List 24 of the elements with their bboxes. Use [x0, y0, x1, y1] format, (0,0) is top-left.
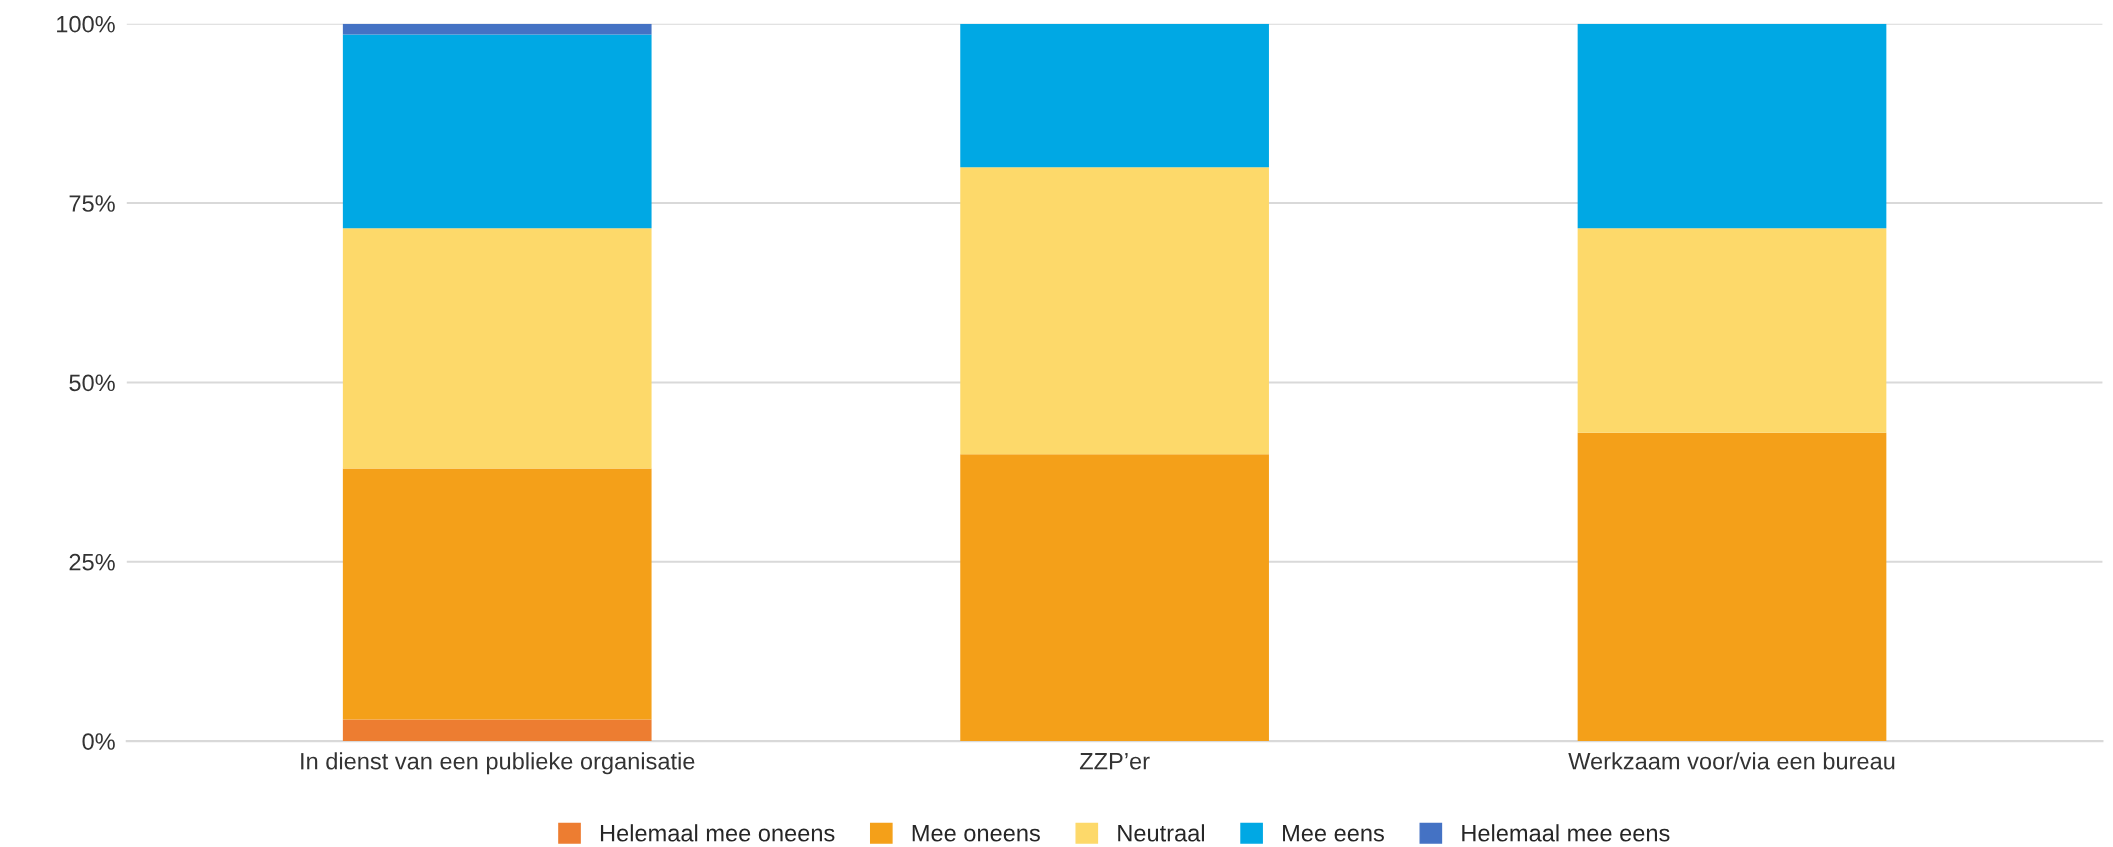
bar — [960, 454, 1269, 742]
legend-label: Helemaal mee oneens — [600, 824, 835, 842]
y-tick-label: 0% — [82, 733, 115, 750]
y-tick-label: 25% — [69, 553, 115, 571]
x-tick-label: Werkzaam voor/via een bureau — [1568, 752, 1895, 770]
bar — [342, 23, 652, 35]
bar — [960, 23, 1269, 168]
bar — [1577, 228, 1887, 433]
bar — [342, 468, 652, 720]
legend-label: Mee eens — [1283, 825, 1384, 842]
legend-label: Mee oneens — [912, 825, 1040, 842]
legend-label: Helemaal mee eens — [1462, 824, 1670, 842]
y-tick-label: 50% — [69, 374, 115, 392]
x-tick-label: ZZP’er — [1079, 753, 1150, 770]
bar — [342, 719, 652, 742]
x-tick-label: In dienst van een publieke organisatie — [301, 752, 695, 775]
bar — [960, 167, 1269, 455]
legend-label: Neutraal — [1118, 824, 1204, 842]
y-tick-label: 75% — [69, 195, 115, 212]
y-tick-label: 100% — [57, 15, 115, 33]
bar — [342, 34, 652, 229]
bar — [1577, 432, 1887, 742]
bar — [342, 228, 652, 469]
bar — [1577, 23, 1887, 229]
